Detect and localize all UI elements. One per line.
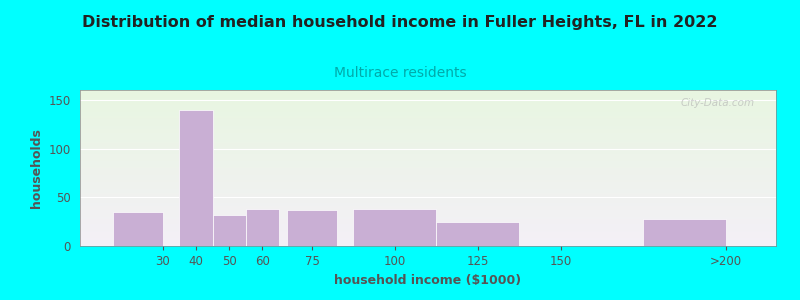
- Bar: [113, 212, 163, 246]
- Text: Multirace residents: Multirace residents: [334, 66, 466, 80]
- Text: Distribution of median household income in Fuller Heights, FL in 2022: Distribution of median household income …: [82, 15, 718, 30]
- Bar: [436, 222, 519, 246]
- Bar: [179, 110, 213, 246]
- Text: City-Data.com: City-Data.com: [681, 98, 755, 108]
- Bar: [643, 219, 726, 246]
- Bar: [213, 215, 246, 246]
- X-axis label: household income ($1000): household income ($1000): [334, 274, 522, 286]
- Bar: [354, 209, 436, 246]
- Bar: [287, 210, 337, 246]
- Y-axis label: households: households: [30, 128, 43, 208]
- Bar: [246, 209, 279, 246]
